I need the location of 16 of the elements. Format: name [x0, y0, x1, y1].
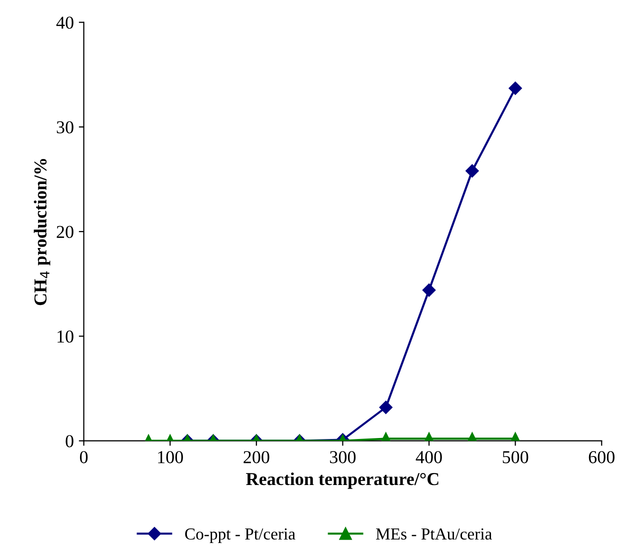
x-tick-label: 300 [330, 451, 356, 464]
y-axis-title: CH$_{4}$ production/% [34, 158, 50, 306]
y-tick-label: 30 [56, 121, 74, 134]
x-axis-title: Reaction temperature/°C [246, 472, 438, 489]
y-tick-label: 20 [56, 226, 74, 238]
y-tick-label: 40 [56, 16, 74, 29]
x-tick-label: 500 [502, 451, 528, 464]
y-tick-label: 10 [58, 330, 74, 343]
x-tick-label: 400 [416, 451, 442, 464]
legend-label: MEs - PtAu/ceria [376, 528, 492, 540]
x-tick-label: 200 [244, 451, 270, 464]
legend-label: Co-ppt - Pt/ceria [185, 528, 296, 543]
y-tick-label: 0 [66, 435, 74, 448]
x-tick-label: 0 [80, 451, 88, 464]
x-tick-label: 100 [158, 451, 183, 464]
x-tick-label: 600 [588, 451, 615, 464]
